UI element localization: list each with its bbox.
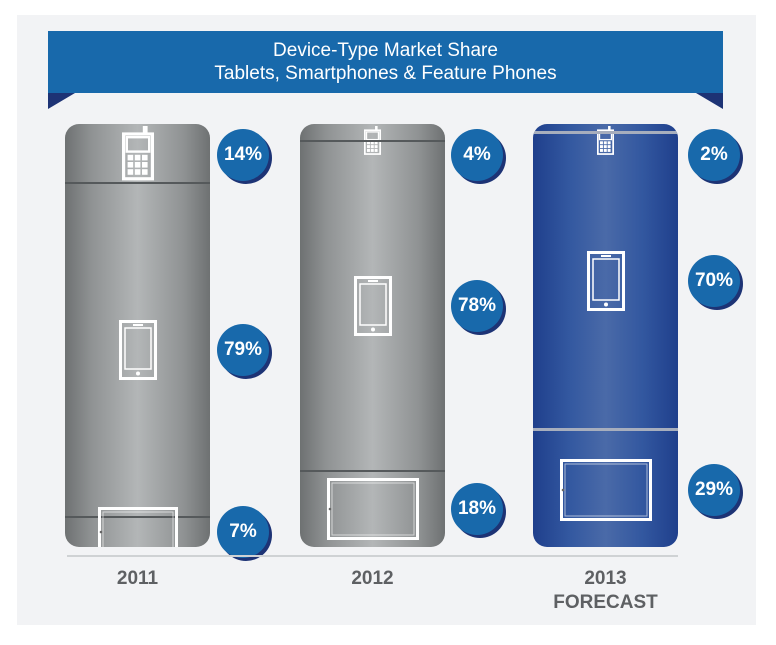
data-label: 79% (223, 339, 263, 361)
segment-divider (300, 469, 445, 472)
value-badge: 7% (217, 506, 269, 559)
value-badge: 70% (688, 254, 740, 307)
data-label: 4% (463, 144, 491, 165)
data-label: 29% (694, 478, 734, 500)
data-label: 2% (700, 144, 728, 165)
value-badge: 18% (451, 482, 503, 535)
category-label: 2011 (116, 568, 159, 589)
data-label: 7% (229, 521, 257, 543)
banner-fold-left (48, 93, 75, 109)
feature-phone-icon (364, 126, 381, 160)
banner-fold-right (696, 93, 723, 109)
smartphone-icon (586, 250, 625, 316)
value-badge: 29% (688, 463, 740, 516)
data-label: 78% (457, 294, 497, 316)
segment-divider (533, 131, 678, 135)
value-badge: 79% (217, 324, 269, 377)
value-badge: 14% (217, 129, 269, 181)
year-label-2013: 2013 FORECAST (533, 567, 678, 615)
chart-title: Device-Type Market Share (273, 40, 498, 61)
year-label-2011: 2011 (65, 567, 210, 591)
category-label: 2012 (351, 568, 394, 589)
bar-2012 (300, 124, 445, 547)
baseline (67, 555, 678, 557)
tablet-icon (326, 477, 419, 545)
segment-divider (65, 516, 210, 519)
bar-2011 (65, 124, 210, 547)
value-badge: 78% (451, 279, 503, 332)
smartphone-icon (353, 275, 392, 341)
value-badge: 4% (451, 129, 503, 181)
bar-2013 (533, 124, 678, 547)
segment-divider (300, 139, 445, 142)
tablet-icon (559, 458, 652, 526)
year-label-2012: 2012 (300, 567, 445, 591)
data-label: 70% (694, 269, 734, 291)
category-label: 2013 (584, 568, 627, 589)
chart-subtitle: Tablets, Smartphones & Feature Phones (214, 63, 557, 84)
data-label: 18% (457, 497, 497, 519)
value-badge: 2% (688, 129, 740, 181)
tablet-icon (97, 507, 178, 547)
data-label: 14% (223, 144, 263, 165)
smartphone-icon (118, 320, 157, 385)
title-banner: Device-Type Market Share Tablets, Smartp… (48, 31, 723, 93)
segment-divider (533, 427, 678, 431)
segment-divider (65, 182, 210, 185)
feature-phone-icon (121, 126, 154, 185)
category-sublabel: FORECAST (553, 592, 658, 613)
